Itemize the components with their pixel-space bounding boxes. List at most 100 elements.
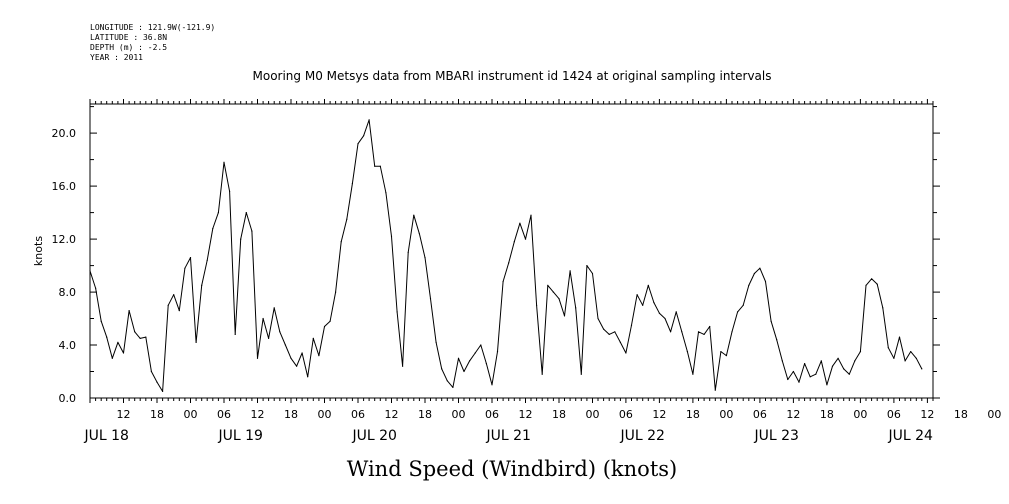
data-point bbox=[413, 214, 415, 216]
metadata-year: YEAR : 2011 bbox=[90, 53, 143, 62]
data-point bbox=[385, 192, 387, 194]
data-point bbox=[357, 143, 359, 145]
data-point bbox=[251, 230, 253, 232]
data-point bbox=[530, 214, 532, 216]
x-tick-label: 18 bbox=[284, 408, 298, 421]
data-point bbox=[418, 233, 420, 235]
data-point bbox=[910, 351, 912, 353]
data-point bbox=[547, 284, 549, 286]
data-point bbox=[597, 317, 599, 320]
x-tick-label: 00 bbox=[586, 408, 600, 421]
x-tick-label: 06 bbox=[485, 408, 499, 421]
y-axis-label: knots bbox=[32, 236, 45, 266]
data-point bbox=[496, 351, 499, 353]
x-axis-label: Wind Speed (Windbird) (knots) bbox=[347, 457, 677, 481]
data-point bbox=[770, 320, 772, 322]
data-point bbox=[452, 386, 454, 388]
x-day-label: JUL 20 bbox=[351, 428, 396, 444]
data-point bbox=[753, 272, 756, 275]
series-line-wind-speed bbox=[89, 119, 923, 392]
data-point bbox=[636, 294, 638, 296]
x-tick-label: 00 bbox=[987, 408, 1001, 421]
x-tick-label: 18 bbox=[552, 408, 566, 421]
data-point bbox=[95, 287, 97, 289]
x-tick-label: 06 bbox=[887, 408, 901, 421]
data-point bbox=[541, 373, 543, 375]
data-point bbox=[524, 238, 527, 240]
data-point bbox=[429, 298, 432, 300]
data-point bbox=[379, 165, 381, 167]
data-point bbox=[887, 347, 889, 349]
data-point bbox=[513, 241, 515, 243]
data-point bbox=[647, 284, 649, 286]
data-point bbox=[563, 315, 566, 317]
data-point bbox=[89, 270, 91, 272]
data-point bbox=[156, 381, 158, 383]
data-point bbox=[854, 360, 856, 362]
data-point bbox=[195, 341, 197, 343]
data-point bbox=[731, 331, 733, 333]
x-day-label: JUL 18 bbox=[83, 428, 128, 444]
data-point bbox=[619, 341, 622, 343]
data-point bbox=[502, 280, 504, 283]
data-point bbox=[312, 337, 314, 339]
data-point bbox=[100, 320, 102, 322]
data-point bbox=[893, 357, 895, 359]
data-point bbox=[217, 212, 219, 214]
data-point bbox=[804, 363, 806, 365]
data-point bbox=[831, 365, 834, 367]
data-point bbox=[173, 294, 175, 296]
data-point bbox=[402, 365, 404, 367]
data-point bbox=[792, 370, 795, 373]
data-point bbox=[491, 384, 493, 386]
data-point bbox=[692, 373, 694, 375]
x-tick-label: 12 bbox=[519, 408, 533, 421]
x-tick-label: 00 bbox=[853, 408, 867, 421]
data-point bbox=[519, 222, 521, 224]
data-point bbox=[882, 307, 884, 309]
chart-title: Mooring M0 Metsys data from MBARI instru… bbox=[253, 69, 772, 83]
data-point bbox=[642, 304, 644, 306]
data-point bbox=[212, 227, 214, 230]
metadata-block: LONGITUDE : 121.9W(-121.9) LATITUDE : 36… bbox=[90, 23, 215, 62]
data-point bbox=[446, 380, 448, 382]
data-point bbox=[725, 355, 728, 357]
x-tick-label: 12 bbox=[786, 408, 800, 421]
data-point bbox=[335, 291, 337, 293]
data-point bbox=[552, 291, 555, 293]
data-point bbox=[457, 357, 460, 359]
data-point bbox=[536, 304, 538, 306]
data-point bbox=[296, 365, 298, 367]
data-point bbox=[184, 267, 186, 269]
x-tick-label: 12 bbox=[117, 408, 131, 421]
data-point bbox=[268, 337, 270, 339]
data-point bbox=[441, 368, 443, 370]
data-point bbox=[229, 190, 231, 192]
data-point bbox=[363, 135, 365, 137]
x-tick-label: 18 bbox=[954, 408, 968, 421]
data-point bbox=[915, 357, 917, 359]
data-point bbox=[346, 218, 348, 220]
data-point bbox=[106, 336, 108, 338]
axes-layer: 12 18 00 06 12 18 00 06 12 18 00 06 12 18 00 06 12 18 00 06… bbox=[52, 99, 1001, 444]
data-point bbox=[117, 341, 119, 343]
x-day-label: JUL 19 bbox=[217, 428, 262, 444]
metadata-longitude: LONGITUDE : 121.9W(-121.9) bbox=[90, 23, 215, 32]
x-day-label: JUL 22 bbox=[619, 428, 664, 444]
data-point bbox=[591, 272, 594, 275]
data-point bbox=[614, 331, 616, 333]
data-point bbox=[798, 381, 800, 383]
data-point bbox=[307, 376, 309, 378]
data-point bbox=[630, 324, 633, 326]
y-tick-label: 16.0 bbox=[52, 180, 77, 193]
x-tick-label: 00 bbox=[452, 408, 466, 421]
data-point bbox=[245, 212, 247, 214]
y-tick-label: 0.0 bbox=[59, 392, 77, 405]
data-point bbox=[329, 320, 331, 322]
data-point bbox=[396, 311, 398, 313]
data-point bbox=[787, 378, 789, 381]
data-point bbox=[463, 370, 465, 373]
x-tick-label: 00 bbox=[719, 408, 733, 421]
data-point bbox=[134, 331, 136, 333]
data-point bbox=[178, 310, 180, 312]
